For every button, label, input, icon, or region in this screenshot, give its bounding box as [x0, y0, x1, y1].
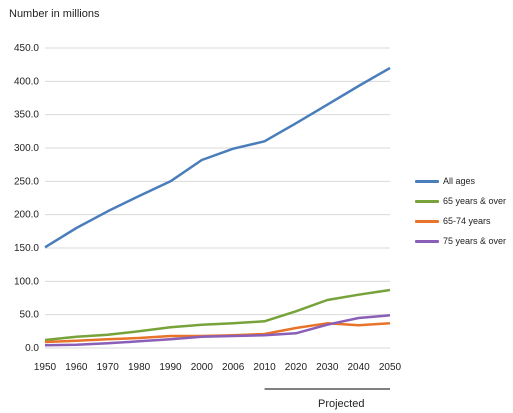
legend-label: 65 years & over — [443, 196, 507, 206]
y-tick-label: 250.0 — [14, 176, 39, 187]
legend-item: 65-74 years — [415, 213, 506, 229]
y-tick-labels: 0.0 50.0 100.0 150.0 200.0 250.0 300.0 350.0 400… — [14, 43, 39, 354]
series-line-75-years-over — [44, 314, 391, 347]
legend-swatch — [415, 179, 439, 183]
series-line-65-74-years — [44, 322, 391, 344]
x-tick-label: 1980 — [128, 362, 151, 373]
x-tick-label: 1970 — [97, 362, 120, 373]
legend: All ages 65 years & over 65-74 years 75 yea… — [415, 173, 506, 253]
projected-label: Projected — [318, 398, 365, 410]
legend-item: All ages — [415, 173, 506, 189]
grid-lines — [45, 47, 390, 349]
y-tick-label: 400.0 — [14, 76, 39, 87]
x-tick-label: 2040 — [348, 362, 371, 373]
legend-swatch — [415, 219, 439, 223]
y-tick-label: 200.0 — [14, 210, 39, 221]
y-tick-label: 450.0 — [14, 43, 39, 54]
legend-swatch — [415, 239, 439, 243]
legend-item: 75 years & over — [415, 233, 506, 249]
x-tick-label: 2010 — [253, 362, 276, 373]
x-tick-label: 1950 — [34, 362, 57, 373]
legend-item: 65 years & over — [415, 193, 506, 209]
y-tick-label: 350.0 — [14, 110, 39, 121]
y-axis-title: Number in millions — [9, 8, 100, 20]
legend-label: All ages — [443, 176, 476, 186]
series-line-65-years-over — [44, 288, 391, 342]
x-tick-label: 2006 — [222, 362, 245, 373]
x-tick-label: 1990 — [159, 362, 182, 373]
legend-swatch — [415, 199, 439, 203]
y-tick-label: 0.0 — [25, 343, 39, 354]
x-tick-label: 2020 — [285, 362, 308, 373]
series-line-all-ages — [44, 66, 391, 249]
x-tick-label: 2030 — [316, 362, 339, 373]
series-lines — [44, 66, 391, 347]
y-tick-label: 50.0 — [20, 310, 40, 321]
x-tick-label: 1960 — [65, 362, 88, 373]
y-tick-label: 150.0 — [14, 243, 39, 254]
legend-label: 75 years & over — [443, 236, 507, 246]
y-tick-label: 100.0 — [14, 276, 39, 287]
x-tick-labels: 1950 1960 1970 1980 1990 2000 2006 2010 2020 2030… — [34, 362, 402, 373]
y-tick-label: 300.0 — [14, 143, 39, 154]
legend-label: 65-74 years — [443, 216, 491, 226]
x-tick-label: 2000 — [191, 362, 214, 373]
x-tick-label: 2050 — [379, 362, 402, 373]
